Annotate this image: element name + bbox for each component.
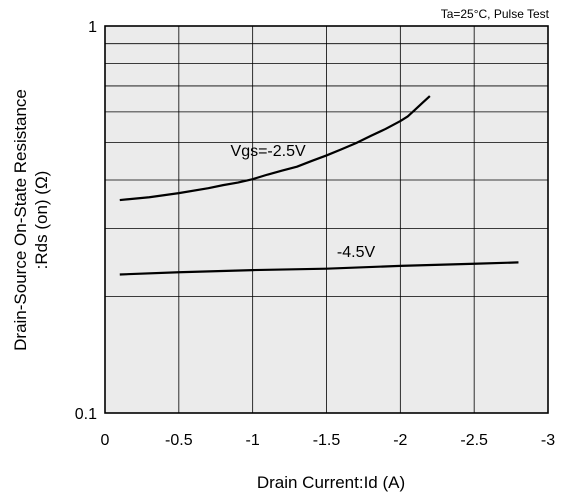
x-axis-title: Drain Current:Id (A) [257, 473, 405, 492]
plot-frame [104, 25, 549, 414]
x-tick-label: -1 [246, 432, 260, 449]
y-axis-title-line-1: Drain-Source On-State Resistance [11, 89, 30, 351]
y-axis-title-line-2: :Rds (on) (Ω) [32, 171, 51, 270]
grid-lines [104, 26, 549, 413]
tick-labels: 0 -0.5 -1 -1.5 -2 -2.5 -3 0.1 1 [75, 19, 555, 449]
test-condition-note: Ta=25°C, Pulse Test [441, 7, 550, 21]
series-layer: Vgs=-2.5V -4.5V [119, 95, 519, 276]
series-label-1: Vgs=-2.5V [231, 143, 306, 160]
series-label-2: -4.5V [337, 244, 376, 261]
x-tick-label: -3 [541, 432, 555, 449]
series-line-1 [119, 95, 431, 202]
x-tick-label: -2.5 [460, 432, 488, 449]
x-tick-label: -0.5 [165, 432, 193, 449]
y-tick-label: 0.1 [75, 406, 97, 423]
x-tick-label: 0 [101, 432, 110, 449]
x-tick-label: -2 [393, 432, 407, 449]
x-tick-label: -1.5 [313, 432, 341, 449]
series-line-2 [119, 261, 519, 276]
y-tick-label: 1 [88, 19, 97, 36]
